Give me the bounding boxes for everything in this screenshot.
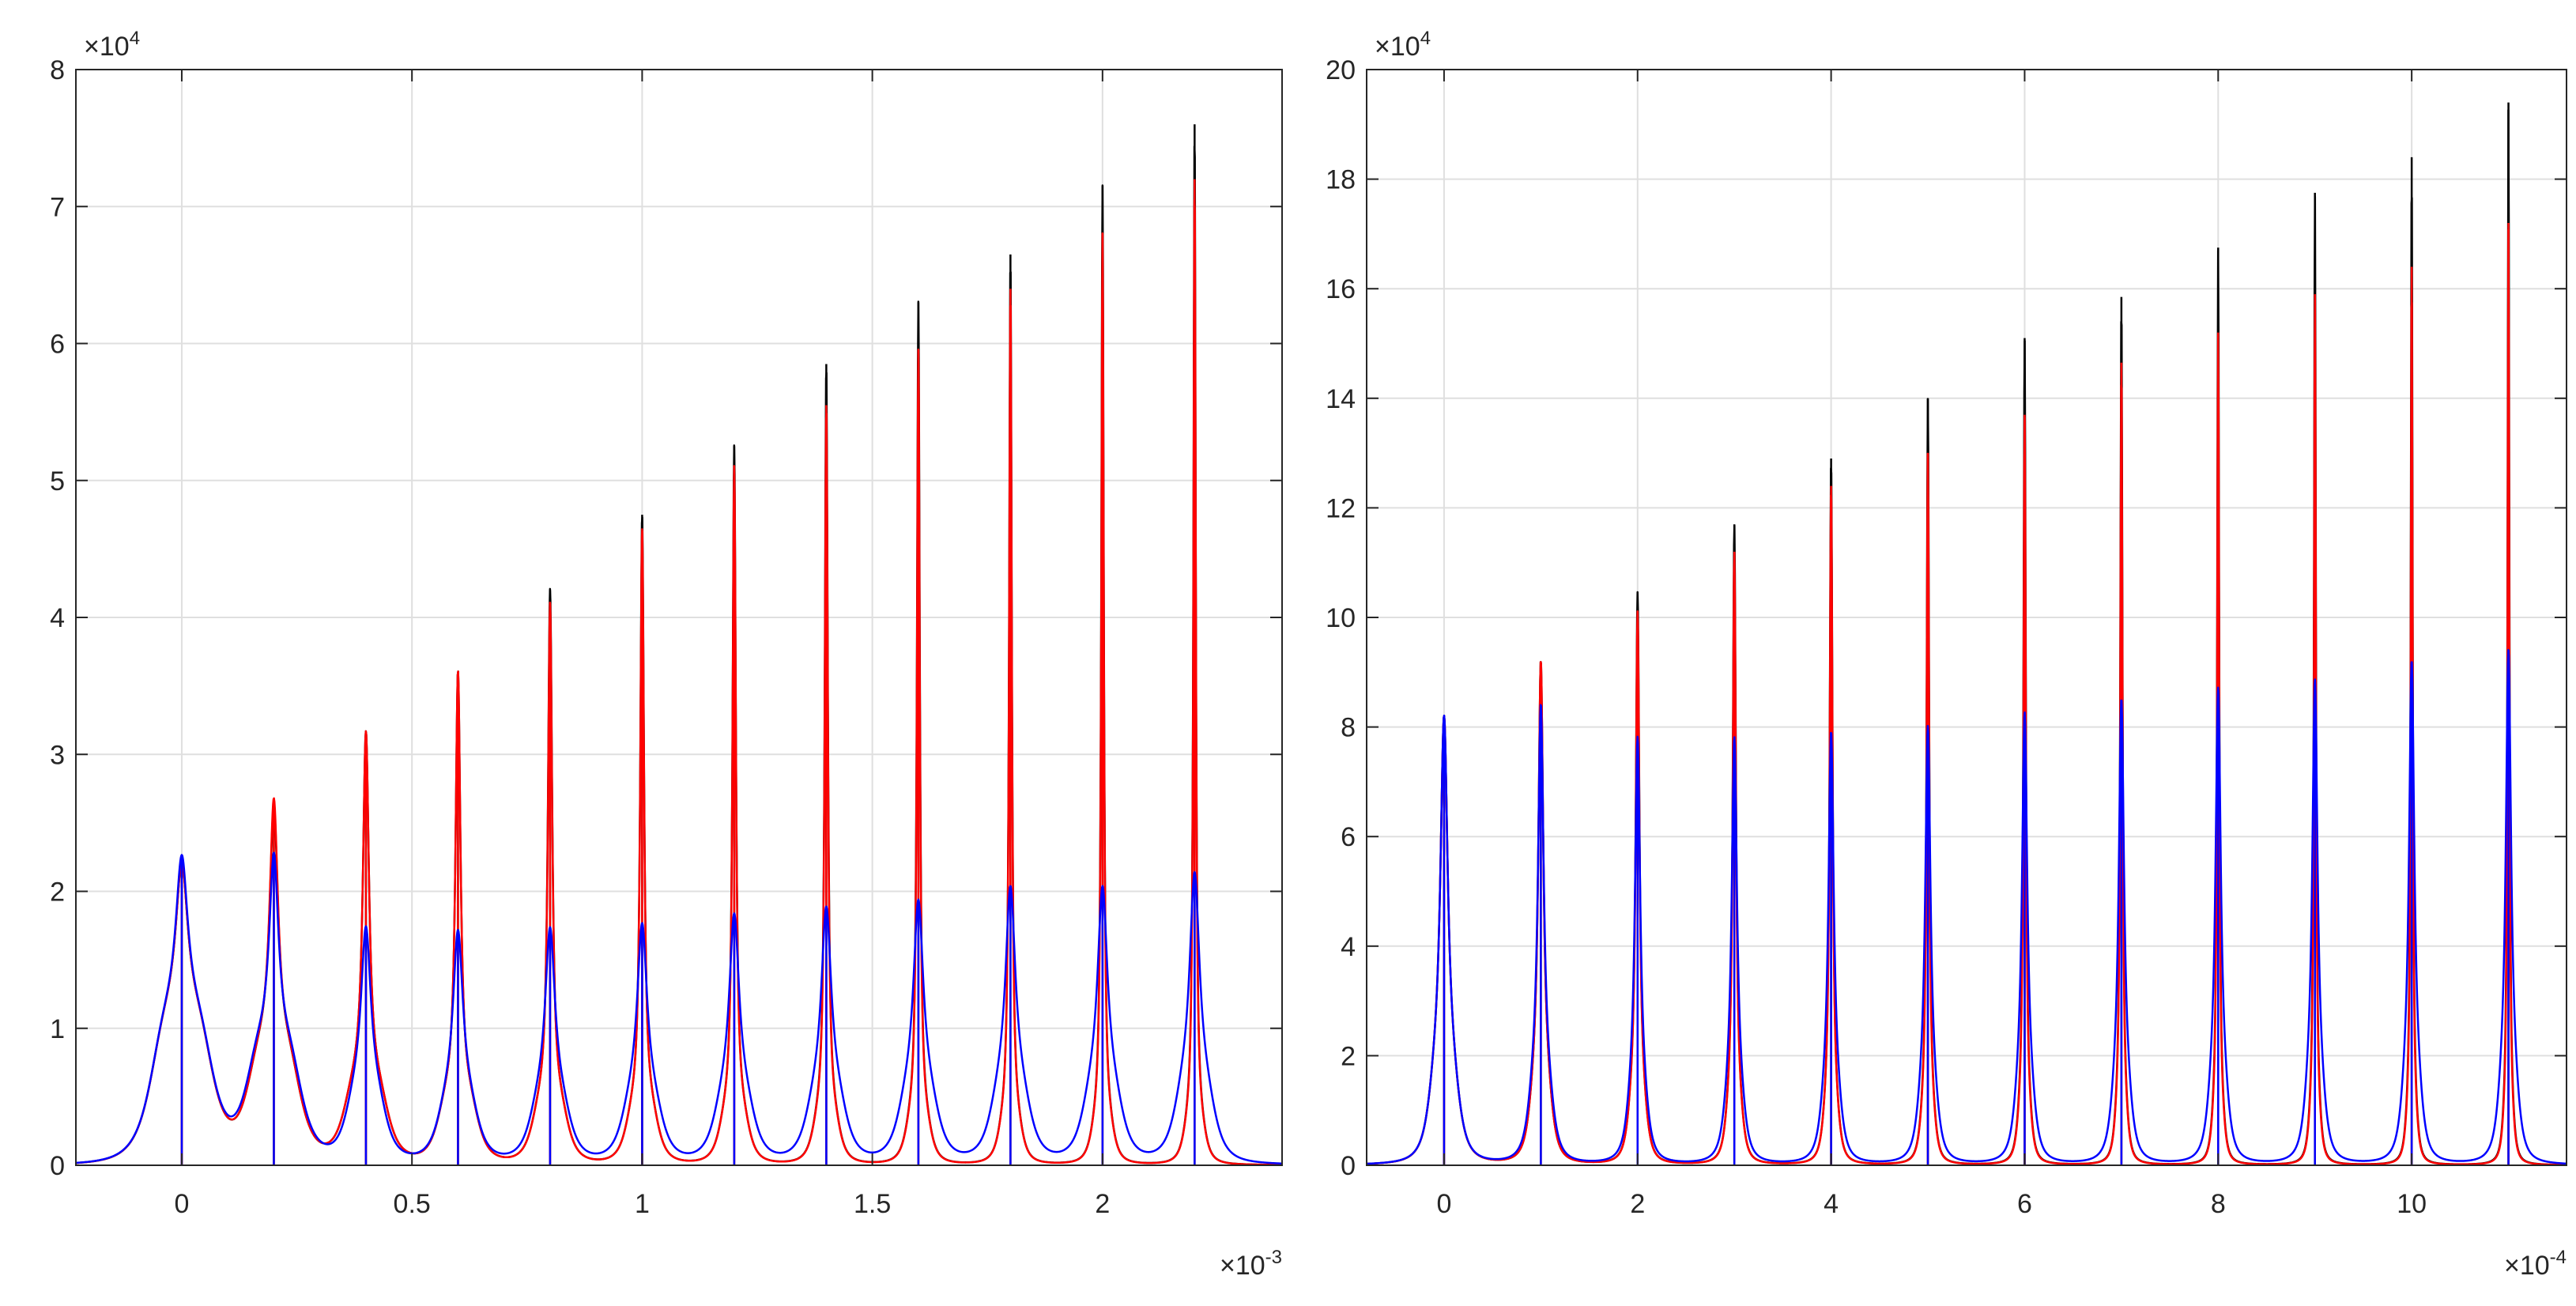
- right-x-tick-label: 6: [2017, 1189, 2032, 1219]
- right-series-group: [1366, 102, 2567, 1166]
- right-y-tick-label: 6: [1341, 822, 1356, 852]
- right-y-tick-label: 16: [1326, 274, 1356, 304]
- right-y-tick-label: 8: [1341, 713, 1356, 743]
- left-x-tick-label: 1: [635, 1189, 650, 1219]
- right-x-tick-label: 4: [1824, 1189, 1839, 1219]
- right-series-blue: [1366, 648, 2567, 1165]
- left-y-tick-label: 7: [50, 192, 65, 222]
- right-x-tick-label: 8: [2211, 1189, 2226, 1219]
- right-y-exponent-label: ×104: [1375, 28, 1431, 62]
- right-chart: 0 2 4 6 8 10 0 2 4 6 8 10 12 14 16 18 20 ×104 ×10-4: [1326, 28, 2567, 1281]
- left-chart: 0 0.5 1 1.5 2 0 1 2 3 4 5 6 7 8 ×104 ×10-3: [50, 28, 1283, 1281]
- right-y-tick-label: 4: [1341, 932, 1356, 962]
- right-x-tick-label: 0: [1436, 1189, 1451, 1219]
- left-y-tick-label: 3: [50, 740, 65, 770]
- left-y-tick-label: 5: [50, 466, 65, 496]
- right-y-tick-label: 14: [1326, 384, 1356, 414]
- left-y-tick-label: 2: [50, 878, 65, 908]
- right-ticks: 0 2 4 6 8 10 0 2 4 6 8 10 12 14 16 18 20: [1326, 55, 2567, 1219]
- right-y-tick-label: 12: [1326, 493, 1356, 523]
- right-x-tick-label: 2: [1630, 1189, 1645, 1219]
- right-y-tick-label: 0: [1341, 1151, 1356, 1181]
- right-x-exponent-label: ×10-4: [2504, 1247, 2567, 1281]
- right-x-tick-label: 10: [2397, 1189, 2427, 1219]
- right-series-red: [1366, 228, 2567, 1166]
- left-x-tick-label: 0.5: [394, 1189, 431, 1219]
- left-series-group: [75, 124, 1283, 1166]
- left-y-tick-label: 4: [50, 603, 65, 633]
- left-ticks: 0 0.5 1 1.5 2 0 1 2 3 4 5 6 7 8: [50, 55, 1282, 1219]
- left-y-tick-label: 6: [50, 330, 65, 360]
- left-x-tick-label: 0: [175, 1189, 190, 1219]
- right-y-tick-label: 10: [1326, 603, 1356, 633]
- right-y-tick-label: 2: [1341, 1041, 1356, 1071]
- left-x-exponent-label: ×10-3: [1220, 1247, 1282, 1281]
- left-y-exponent-label: ×104: [84, 28, 140, 62]
- left-y-tick-label: 8: [50, 55, 65, 85]
- left-y-tick-label: 0: [50, 1151, 65, 1181]
- left-series-blue: [75, 851, 1283, 1165]
- right-y-tick-label: 20: [1326, 55, 1356, 85]
- right-y-tick-label: 18: [1326, 165, 1356, 195]
- left-series-red: [75, 198, 1283, 1166]
- left-x-tick-label: 1.5: [854, 1189, 891, 1219]
- left-x-tick-label: 2: [1095, 1189, 1110, 1219]
- left-y-tick-label: 1: [50, 1014, 65, 1044]
